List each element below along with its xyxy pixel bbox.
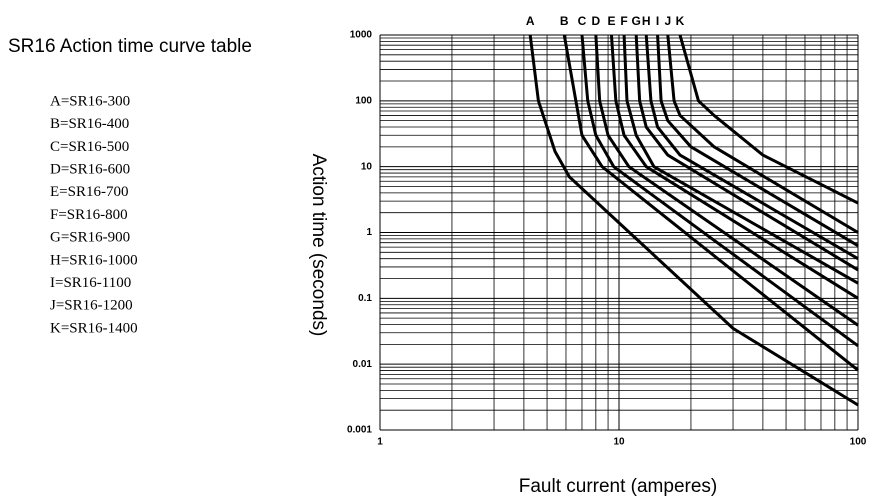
rating-label: H=SR16-1000 [50, 252, 138, 268]
curve [644, 34, 859, 260]
x-tick-label: 1 [377, 437, 383, 448]
rating-label: B=SR16-400 [50, 116, 129, 132]
curve-label: E [607, 14, 615, 28]
curve [622, 34, 859, 285]
curve-label: D [592, 14, 601, 28]
y-tick-label: 0.1 [358, 293, 372, 304]
curve [666, 34, 859, 234]
rating-label: J=SR16-1200 [50, 298, 133, 314]
rating-label: K=SR16-1400 [50, 320, 138, 336]
curve-label: B [560, 14, 569, 28]
curve-label: G [632, 14, 641, 28]
curve [594, 34, 859, 327]
x-tick-label: 100 [850, 437, 867, 448]
curve-label: H [642, 14, 651, 28]
y-tick-label: 0.01 [353, 359, 373, 370]
curve [528, 34, 859, 407]
rating-label: F=SR16-800 [50, 207, 128, 223]
curve-label: F [620, 14, 627, 28]
x-axis-title: Fault current (amperes) [519, 476, 718, 497]
y-axis-title: Action time (seconds) [308, 154, 329, 337]
y-tick-label: 1 [366, 227, 372, 238]
curve-label: J [664, 14, 671, 28]
rating-label: I=SR16-1100 [50, 275, 131, 291]
x-tick-label: 10 [613, 437, 625, 448]
curve [609, 34, 859, 300]
rating-label: D=SR16-600 [50, 162, 130, 178]
rating-label: G=SR16-900 [50, 230, 130, 246]
curve-label: I [656, 14, 659, 28]
curve [678, 34, 859, 205]
y-tick-label: 10 [361, 161, 373, 172]
curve [580, 34, 859, 348]
y-tick-label: 1000 [350, 30, 373, 41]
curve-label: C [578, 14, 587, 28]
chart-title: SR16 Action time curve table [8, 36, 252, 57]
curve-label: K [676, 14, 685, 28]
rating-label: A=SR16-300 [50, 93, 130, 109]
rating-label: C=SR16-500 [50, 139, 129, 155]
curve-label: A [526, 14, 535, 28]
rating-label: E=SR16-700 [50, 184, 128, 200]
curve [634, 34, 859, 272]
curve [562, 34, 859, 372]
y-tick-label: 0.001 [347, 425, 372, 436]
y-tick-label: 100 [355, 95, 372, 106]
curve [656, 34, 859, 248]
